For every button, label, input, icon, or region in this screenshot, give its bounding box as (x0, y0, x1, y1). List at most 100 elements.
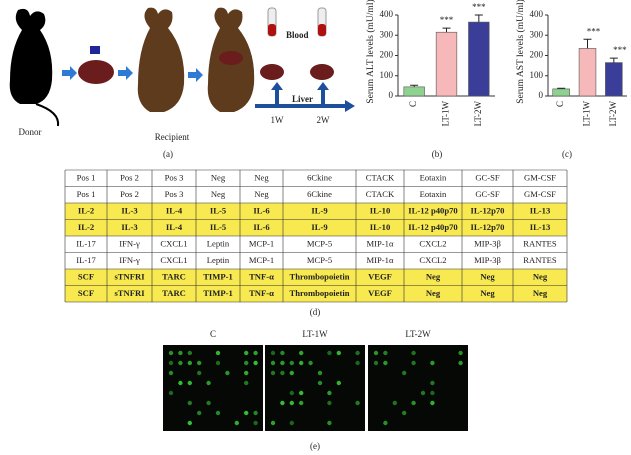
spot (244, 410, 249, 416)
spot (187, 380, 192, 386)
spot (458, 360, 463, 366)
y-tick-label: 200 (380, 50, 394, 60)
y-tick-label: 100 (380, 70, 394, 80)
table-cell: IL-6 (253, 222, 270, 232)
table-cell: Neg (254, 189, 269, 199)
spot (187, 400, 192, 406)
table-cell: MCP-5 (307, 239, 332, 249)
spot (280, 370, 285, 376)
annotation: *** (613, 45, 627, 55)
spot (215, 360, 221, 366)
label: Recipient (155, 132, 190, 142)
spot (373, 350, 379, 356)
table-cell: IL-2 (78, 222, 94, 232)
spot (253, 420, 258, 426)
table-cell: 6Ckine (307, 173, 332, 183)
table-cell: Pos 2 (120, 189, 139, 199)
table-cell: sTNFRI (114, 272, 145, 282)
table-cell: MCP-1 (249, 239, 274, 249)
table-cell: RANTES (523, 239, 557, 249)
spot (270, 350, 276, 356)
spot (411, 350, 416, 356)
array-label: C (210, 329, 216, 339)
table-cell: IL-12 p40p70 (408, 222, 457, 232)
spot (402, 370, 407, 376)
spot (168, 360, 174, 366)
spot (355, 400, 360, 406)
spot (392, 400, 397, 406)
row-highlight (65, 269, 567, 286)
table-cell: Neg (480, 272, 495, 282)
table-cell: IL-9 (311, 222, 327, 232)
liver (310, 64, 334, 80)
spot (197, 360, 202, 366)
table-cell: Thrombopoietin (289, 288, 349, 298)
spot (289, 360, 294, 366)
spot (327, 420, 332, 426)
error-bar (410, 84, 419, 87)
spot (383, 360, 388, 366)
liver (78, 60, 114, 84)
panel-label: (c) (562, 149, 572, 159)
spot (289, 390, 294, 396)
table-cell: GC-SF (475, 173, 500, 183)
spot (225, 370, 230, 376)
table-cell: VEGF (368, 272, 392, 282)
table-cell: Eotaxin (420, 173, 447, 183)
spot (178, 360, 183, 366)
spot (355, 360, 360, 366)
table-cell: IL-4 (166, 206, 183, 216)
y-tick-label: 100 (530, 70, 544, 80)
table-cell: SCF (78, 272, 94, 282)
spot (187, 360, 192, 366)
table-cell: Neg (211, 173, 226, 183)
spot (270, 420, 276, 426)
arrow (345, 100, 355, 112)
row-highlight (65, 219, 567, 236)
tail (35, 103, 60, 127)
spot (253, 350, 258, 356)
array-image (265, 345, 365, 431)
bar (468, 21, 490, 97)
spot (299, 350, 304, 356)
table-cell: IL-3 (121, 222, 137, 232)
array-image (368, 345, 468, 431)
recipient-mouse (137, 7, 185, 113)
table-cell: Thrombopoietin (289, 272, 349, 282)
table-cell: TARC (162, 272, 186, 282)
spot (187, 350, 192, 356)
spot (336, 380, 341, 386)
table-cell: IL-17 (76, 255, 96, 265)
spot (430, 400, 435, 406)
table-cell: CXCL2 (419, 255, 446, 265)
spot (308, 360, 313, 366)
table-cell: Pos 1 (77, 173, 96, 183)
spot (168, 370, 174, 376)
table-cell: GM-CSF (524, 189, 556, 199)
table-cell: 6Ckine (307, 189, 332, 199)
label: Donor (19, 127, 42, 137)
spot (253, 360, 258, 366)
table-cell: Pos 1 (77, 189, 96, 199)
table-cell: Leptin (207, 239, 230, 249)
panel-label: (d) (310, 307, 321, 317)
row-highlight (65, 285, 567, 302)
spot (458, 350, 463, 356)
y-tick-label: 200 (530, 50, 544, 60)
spot (206, 380, 211, 386)
spot (187, 420, 192, 426)
annotation: *** (587, 26, 601, 36)
x-tick-label: LT-1W (582, 101, 592, 127)
bar (435, 31, 458, 97)
spot (178, 350, 183, 356)
table-cell: TARC (162, 288, 186, 298)
liver (260, 64, 284, 80)
table-cell: GM-CSF (524, 173, 556, 183)
table-cell: IL-9 (311, 206, 327, 216)
table-cell: RANTES (523, 255, 557, 265)
spot (270, 360, 276, 366)
spot (383, 420, 388, 426)
spot (215, 350, 221, 356)
spot (327, 390, 332, 396)
table-cell: MIP-1α (367, 239, 394, 249)
